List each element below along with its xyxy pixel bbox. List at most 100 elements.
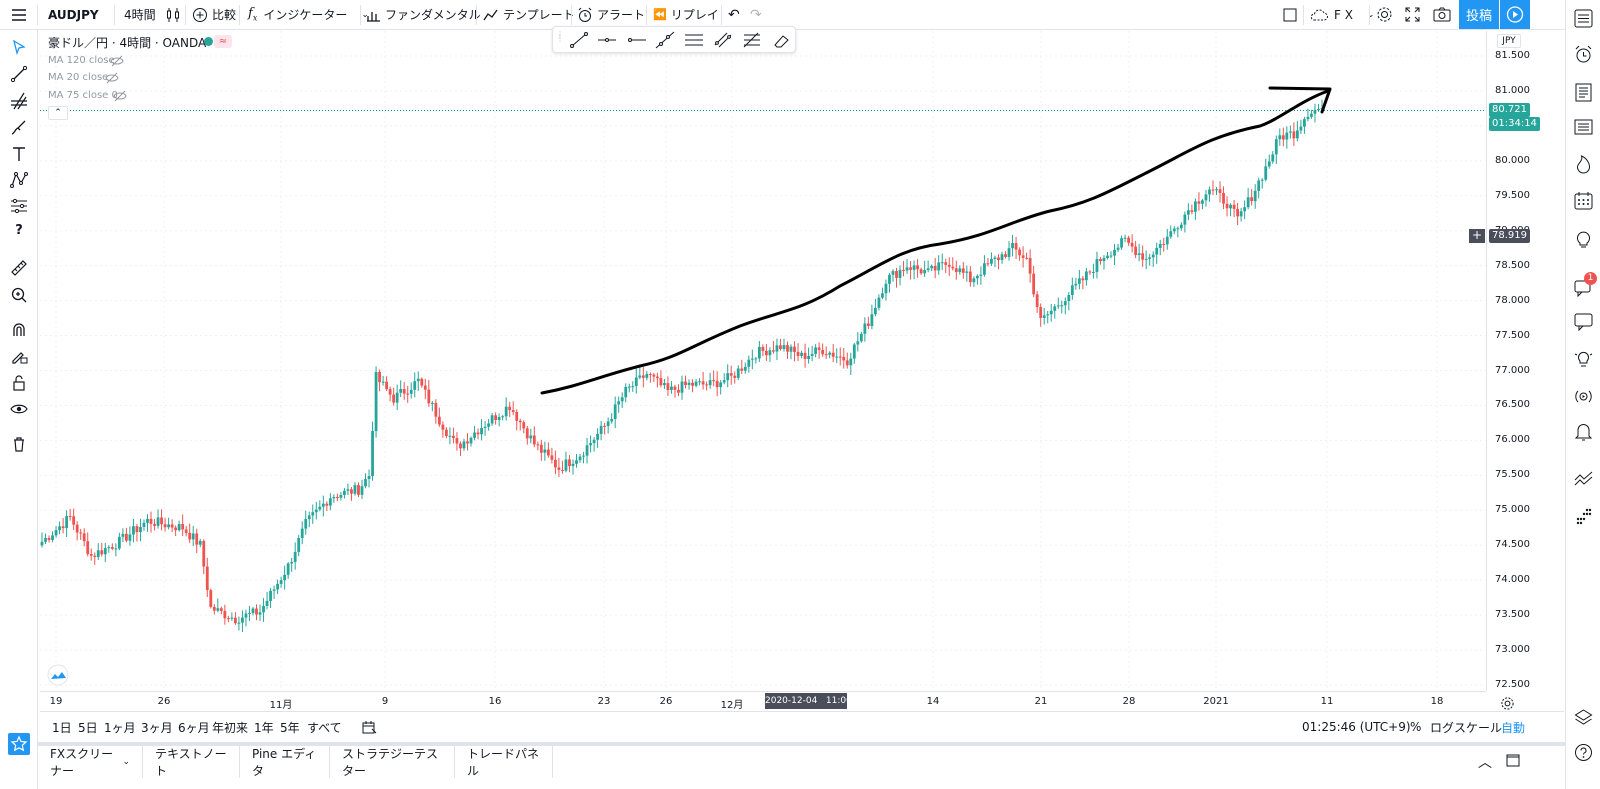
collapse-legend-chevron-up-icon[interactable]: ⌃	[48, 106, 68, 120]
trend-line-icon[interactable]	[9, 64, 29, 84]
fullscreen-icon[interactable]	[1405, 0, 1420, 29]
trend-line-icon[interactable]	[569, 31, 589, 49]
lock-icon[interactable]	[9, 373, 29, 393]
date-range-calendar-icon[interactable]	[362, 712, 377, 742]
chat-icon[interactable]	[1573, 277, 1594, 298]
eye-hidden-icon[interactable]	[113, 90, 127, 102]
price-axis[interactable]: 81.50081.00080.50080.00079.50079.00078.5…	[1486, 31, 1564, 691]
templates-button[interactable]: テンプレート	[483, 0, 575, 29]
news-icon[interactable]	[1573, 82, 1594, 103]
draw-lock-icon[interactable]	[9, 346, 29, 366]
alert-button[interactable]: アラート	[577, 0, 645, 29]
post-button[interactable]: 投稿	[1459, 0, 1499, 29]
tab-pine-editor[interactable]: Pine エディタ	[240, 746, 330, 778]
data-window-icon[interactable]	[1573, 116, 1594, 137]
layout-selector[interactable]: F X ⌄	[1309, 0, 1374, 29]
time-axis[interactable]: 19 26 11月 9 16 23 26 12月 14 21 28 2021 11 18	[40, 691, 1486, 711]
chart-area[interactable]	[40, 31, 1564, 711]
percent-toggle[interactable]: %	[1410, 720, 1422, 734]
horizontal-ray-icon[interactable]	[597, 31, 617, 49]
alarm-clock-icon[interactable]	[1573, 44, 1594, 65]
magnet-icon[interactable]	[9, 320, 29, 340]
time-tick-label: 23	[597, 696, 611, 707]
cursor-icon[interactable]	[9, 38, 29, 58]
price-chart[interactable]	[40, 31, 1486, 691]
eye-hidden-icon[interactable]	[105, 72, 119, 84]
maximize-panel-icon[interactable]	[1506, 754, 1520, 767]
add-alert-plus-icon[interactable]: +	[1469, 229, 1485, 243]
menu-icon[interactable]	[8, 0, 30, 29]
eye-hidden-icon[interactable]	[110, 55, 124, 67]
hotlist-flame-icon[interactable]	[1573, 154, 1594, 175]
range-button[interactable]: 年初来	[212, 720, 249, 735]
ruler-icon[interactable]	[9, 258, 29, 278]
channel-icon[interactable]	[713, 31, 733, 49]
log-scale-toggle[interactable]: ログスケール	[1430, 720, 1503, 735]
range-button[interactable]: 1日	[52, 720, 72, 735]
range-button[interactable]: 6ヶ月	[178, 720, 210, 735]
tab-text-notes[interactable]: テキストノート	[143, 746, 240, 778]
private-chat-icon[interactable]	[1573, 311, 1594, 332]
pattern-icon[interactable]	[9, 170, 29, 190]
eye-icon[interactable]	[9, 399, 29, 419]
text-tool-icon[interactable]	[9, 144, 29, 164]
fullscreen-square-icon[interactable]	[1283, 0, 1297, 29]
layers-icon[interactable]	[1573, 707, 1594, 728]
chevron-up-icon[interactable]: ︿	[1478, 755, 1492, 771]
drag-handle-icon[interactable]: ⋮ ⋮	[556, 30, 564, 43]
candle-body	[518, 420, 522, 423]
range-button[interactable]: すべて	[307, 720, 342, 735]
candle-body	[571, 463, 575, 467]
extended-line-icon[interactable]	[655, 31, 675, 49]
settings-gear-icon[interactable]	[1376, 0, 1393, 29]
ideas-stream-icon[interactable]	[1573, 348, 1594, 369]
time-tick-label: 12月	[720, 700, 744, 711]
redo-icon[interactable]: ↷	[750, 6, 762, 23]
tab-trade-panel[interactable]: トレードパネル	[455, 746, 553, 778]
zoom-icon[interactable]	[9, 285, 29, 305]
candle-body	[1264, 166, 1268, 180]
tab-strategy-tester[interactable]: ストラテジーテスター	[330, 746, 455, 778]
clock-timezone[interactable]: 01:25:46 (UTC+9)	[1302, 720, 1411, 734]
brush-icon[interactable]	[9, 118, 29, 138]
parallel-channel-icon[interactable]	[684, 31, 704, 49]
notifications-bell-icon[interactable]	[1573, 421, 1594, 442]
order-panel-icon[interactable]	[1573, 468, 1594, 489]
trash-icon[interactable]	[9, 434, 29, 454]
indicators-button[interactable]: fx インジケーター ⌄	[248, 0, 369, 29]
symbol-search[interactable]: AUDJPY	[48, 7, 99, 22]
last-price-label: 80.721	[1489, 103, 1530, 117]
favorites-button[interactable]	[8, 733, 30, 755]
candle-style-icon[interactable]	[166, 0, 180, 29]
help-circle-icon[interactable]	[1573, 742, 1594, 763]
candle-body	[100, 550, 104, 555]
fib-icon[interactable]	[742, 31, 762, 49]
range-button[interactable]: 5日	[78, 720, 98, 735]
compare-button[interactable]: 比較	[192, 0, 236, 29]
help-icon[interactable]: ?	[15, 223, 23, 238]
interval-selector[interactable]: 4時間	[124, 8, 156, 22]
play-button[interactable]	[1500, 0, 1530, 29]
range-button[interactable]: 1ヶ月	[104, 720, 136, 735]
undo-icon[interactable]: ↶	[728, 6, 740, 23]
ideas-bulb-icon[interactable]	[1573, 229, 1594, 250]
camera-icon[interactable]	[1433, 0, 1451, 29]
calendar-icon[interactable]	[1573, 190, 1594, 211]
range-button[interactable]: 5年	[280, 720, 300, 735]
auto-scale-toggle[interactable]: 自動	[1501, 720, 1526, 735]
pitchfork-icon[interactable]	[9, 91, 29, 111]
eraser-icon[interactable]	[771, 31, 791, 49]
range-button[interactable]: 1年	[254, 720, 274, 735]
currency-badge[interactable]: JPY	[1497, 34, 1521, 48]
tab-fx-screener[interactable]: FXスクリーナー ⌄	[38, 746, 143, 778]
axis-settings-gear-icon[interactable]	[1500, 696, 1515, 711]
candle-body	[399, 389, 403, 393]
fundamentals-button[interactable]: ファンダメンタル	[366, 0, 481, 29]
horizontal-line-icon[interactable]	[626, 31, 646, 49]
range-button[interactable]: 3ヶ月	[141, 720, 173, 735]
streams-broadcast-icon[interactable]	[1573, 386, 1594, 407]
depth-of-market-icon[interactable]	[1573, 506, 1594, 527]
replay-button[interactable]: ⏪ リプレイ	[653, 0, 719, 29]
watchlist-icon[interactable]	[1573, 8, 1594, 29]
prediction-icon[interactable]	[9, 196, 29, 216]
